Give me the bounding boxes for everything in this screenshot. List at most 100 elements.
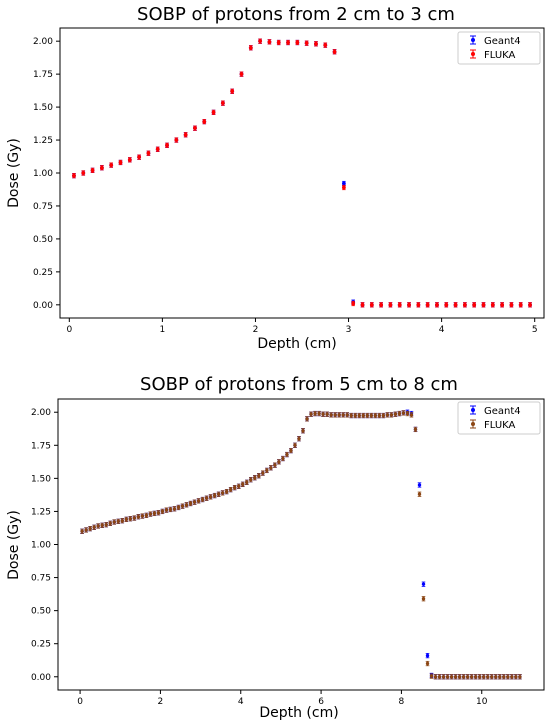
data-point-fluka (244, 479, 249, 485)
data-point-fluka (301, 428, 305, 434)
y-tick-label: 0.25 (33, 268, 53, 278)
data-point-fluka (333, 412, 337, 418)
data-point-fluka (397, 410, 402, 417)
data-point-fluka (528, 302, 532, 308)
data-point-fluka (208, 494, 213, 500)
data-point-fluka (425, 660, 430, 667)
plot-area-1 (59, 27, 545, 319)
legend-marker-geant4-1 (470, 35, 476, 45)
data-point-fluka (200, 496, 205, 503)
data-point-fluka (490, 302, 495, 308)
data-point-fluka (409, 412, 414, 418)
data-point-fluka (465, 674, 470, 680)
data-point-fluka (481, 302, 486, 308)
data-point-fluka (92, 524, 96, 530)
data-point-fluka (500, 302, 505, 308)
data-point-fluka (120, 518, 125, 524)
axis-ticks-1: 0 1 2 3 4 5 0.00 0.25 0.50 0.75 1.00 1.25 1.50 1.75 2.… (33, 37, 538, 335)
y-tick-label: 1.25 (31, 507, 51, 517)
data-point-fluka (317, 410, 321, 417)
data-point-fluka (329, 412, 333, 418)
data-point-fluka (506, 674, 510, 680)
y-tick-label: 0.75 (31, 574, 51, 584)
data-point-fluka (140, 513, 145, 519)
x-tick-label: 2 (253, 325, 259, 335)
data-point-fluka (127, 157, 132, 163)
chart-title-2: SOBP of protons from 5 cm to 8 cm (140, 374, 458, 395)
x-tick-label: 6 (318, 697, 324, 707)
data-point-fluka (132, 515, 137, 521)
data-point-fluka (172, 506, 177, 512)
data-point-fluka (124, 516, 129, 522)
data-point-fluka (313, 410, 317, 417)
data-point-fluka (481, 674, 486, 680)
y-tick-label: 1.75 (33, 70, 53, 80)
x-tick-label: 5 (532, 325, 538, 335)
x-axis-label-2: Depth (cm) (259, 705, 338, 721)
data-point-fluka (228, 487, 233, 493)
x-tick-label: 1 (160, 325, 166, 335)
data-point-fluka (397, 302, 402, 308)
y-tick-label: 1.50 (31, 474, 51, 484)
data-point-fluka (349, 412, 354, 419)
data-point-fluka (202, 118, 207, 125)
plot-area-2 (57, 398, 545, 691)
data-point-fluka (498, 674, 502, 680)
data-point-fluka (80, 528, 84, 534)
x-tick-label: 0 (66, 325, 72, 335)
legend-box-1 (457, 31, 541, 65)
data-point-fluka (357, 412, 362, 419)
data-point-fluka (389, 412, 394, 418)
chart-panel-1: SOBP of protons from 2 cm to 3 cm 0 1 2 3 4 5… (6, 4, 545, 352)
data-point-fluka (453, 302, 458, 308)
data-point-fluka (258, 38, 263, 44)
data-point-fluka (293, 442, 297, 448)
chart-title-1: SOBP of protons from 2 cm to 3 cm (137, 4, 455, 25)
x-tick-label: 0 (77, 697, 83, 707)
data-point-fluka (72, 173, 76, 179)
y-tick-label: 1.50 (33, 103, 53, 113)
data-point-fluka (388, 302, 393, 308)
data-point-fluka (514, 674, 518, 680)
data-point-fluka (435, 302, 439, 308)
data-point-fluka (160, 508, 165, 515)
y-tick-label: 0.50 (31, 607, 51, 617)
data-point-fluka (193, 125, 197, 131)
data-point-fluka (437, 674, 442, 680)
data-point-fluka (240, 481, 245, 487)
data-point-fluka (192, 499, 197, 505)
y-tick-label: 0.75 (33, 202, 53, 212)
data-point-fluka (165, 142, 169, 148)
data-point-fluka (477, 674, 482, 680)
data-point-fluka (96, 523, 100, 529)
data-point-fluka (236, 483, 241, 489)
data-point-fluka (421, 596, 426, 602)
data-point-fluka (196, 498, 201, 504)
data-point-fluka (393, 411, 398, 417)
data-point-fluka (116, 518, 121, 524)
data-point-fluka (220, 490, 225, 496)
legend-label-geant4-2: Geant4 (484, 406, 521, 417)
data-point-fluka (469, 674, 474, 680)
y-axis-label-2: Dose (Gy) (6, 510, 22, 580)
data-point-fluka (248, 45, 253, 51)
data-point-fluka (413, 426, 418, 433)
data-point-fluka (489, 674, 494, 680)
data-point-fluka (184, 502, 189, 508)
data-point-fluka (373, 412, 378, 419)
data-point-fluka (453, 674, 458, 680)
data-point-fluka (239, 71, 244, 77)
data-point-fluka (88, 526, 92, 532)
data-point-fluka (321, 411, 325, 417)
data-point-fluka (518, 674, 522, 680)
data-point-fluka (351, 300, 356, 307)
data-point-fluka (509, 302, 514, 308)
data-point-fluka (204, 495, 209, 501)
data-point-fluka (180, 503, 185, 509)
data-point-fluka (216, 491, 221, 497)
x-tick-label: 10 (476, 697, 488, 707)
data-point-fluka (81, 170, 86, 176)
data-point-fluka (441, 674, 446, 680)
data-point-fluka (314, 41, 318, 47)
chart-panel-2: SOBP of protons from 5 cm to 8 cm 0 2 4 6 8 1… (6, 374, 545, 721)
